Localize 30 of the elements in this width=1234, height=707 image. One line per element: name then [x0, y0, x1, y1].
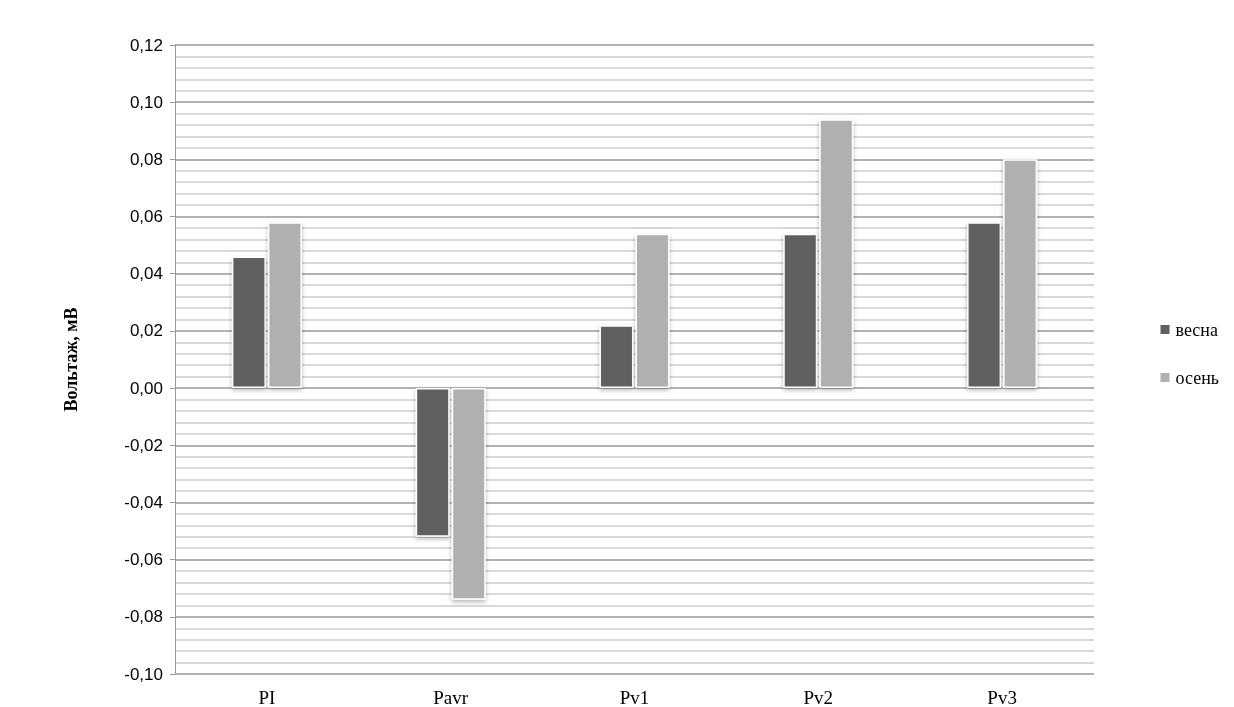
bar — [599, 325, 634, 389]
bar — [451, 388, 486, 600]
y-tick-label: -0,10 — [124, 664, 163, 684]
bar — [415, 388, 450, 537]
y-tick-label: 0,04 — [129, 264, 163, 284]
bar — [819, 119, 854, 389]
bar — [967, 222, 1002, 389]
y-tick-label: -0,08 — [124, 607, 163, 627]
y-tick-label: 0,12 — [129, 35, 163, 55]
legend-label: осень — [1175, 367, 1220, 388]
y-tick-label: 0,02 — [129, 321, 163, 341]
x-tick-label: PI — [258, 687, 276, 707]
y-tick-label: -0,02 — [124, 435, 163, 455]
y-tick-label: 0,00 — [129, 378, 163, 398]
y-tick-label: 0,10 — [129, 92, 163, 112]
legend-label: весна — [1175, 319, 1218, 340]
y-tick-label: 0,06 — [129, 207, 163, 227]
x-tick-label: Pavr — [433, 687, 469, 707]
y-tick-label: -0,04 — [124, 492, 163, 512]
x-tick-label: Pv3 — [987, 687, 1017, 707]
bar — [1003, 159, 1038, 389]
y-tick-label: -0,06 — [124, 550, 163, 570]
bar — [267, 222, 302, 389]
x-tick-label: Pv1 — [619, 687, 650, 707]
bar — [783, 233, 818, 389]
y-tick-label: 0,08 — [129, 149, 163, 169]
bar — [231, 256, 266, 389]
y-axis-title: Вольтаж, мВ — [61, 307, 81, 412]
x-tick-label: Pv2 — [803, 687, 834, 707]
bar — [635, 233, 670, 389]
